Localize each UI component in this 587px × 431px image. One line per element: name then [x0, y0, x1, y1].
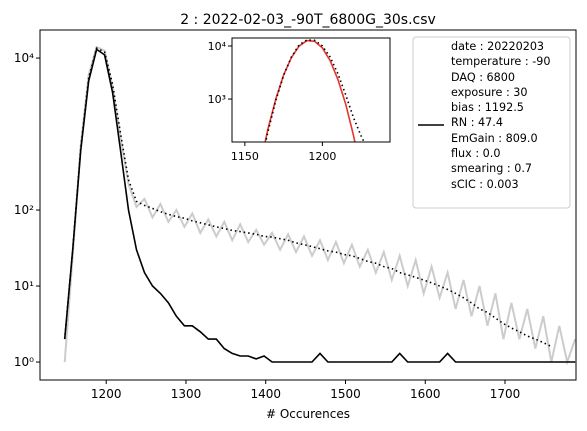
- y-tick-label: 10³: [208, 93, 226, 106]
- y-tick-label: 10²: [14, 203, 34, 217]
- y-tick-label: 10¹: [14, 279, 34, 293]
- legend-box: [412, 36, 571, 209]
- axes-frame: [231, 37, 391, 143]
- legend-label: date : 20220203 temperature : -90 DAQ : …: [451, 40, 551, 191]
- x-tick-label: 1600: [410, 387, 441, 401]
- plot-content: [264, 39, 365, 142]
- x-tick-label: 1400: [250, 387, 281, 401]
- plot-area: [232, 38, 390, 142]
- y-tick-label: 10⁴: [14, 51, 34, 65]
- x-axis-label: # Occurences: [266, 407, 350, 421]
- chart-title: 2 : 2022-02-03_-90T_6800G_30s.csv: [180, 12, 436, 28]
- data-line: [63, 47, 552, 348]
- x-tick-label: 1150: [231, 150, 259, 163]
- x-tick-label: 1300: [171, 387, 202, 401]
- data-line: [63, 48, 576, 363]
- data-line: [264, 39, 365, 142]
- x-tick-label: 1200: [308, 150, 336, 163]
- plot-content: [63, 45, 576, 366]
- x-tick-label: 1700: [490, 387, 521, 401]
- x-tick-label: 1500: [330, 387, 361, 401]
- axes-frame: [39, 29, 577, 381]
- x-tick-label: 1200: [91, 387, 122, 401]
- y-tick-label: 10⁰: [14, 355, 34, 369]
- y-tick-label: 10⁴: [208, 40, 227, 53]
